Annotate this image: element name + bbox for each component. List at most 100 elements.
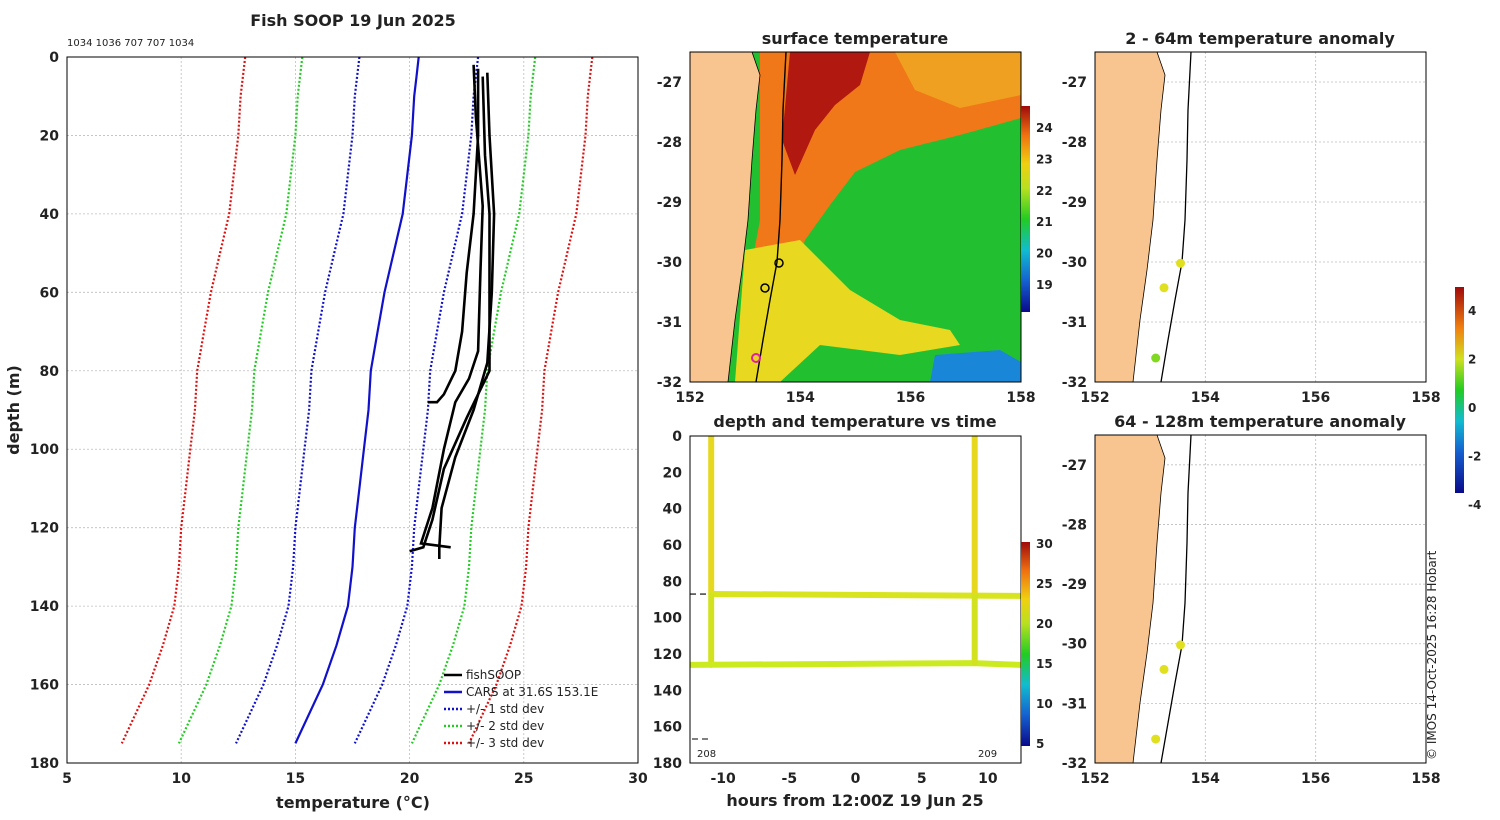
anomaly-2-64m-panel: 2 - 64m temperature anomaly 152 154 156 158… — [1062, 29, 1441, 406]
anomaly-point — [1159, 283, 1169, 293]
sst-map — [690, 52, 1021, 382]
x-tick-label: 154 — [1191, 390, 1220, 406]
anom1-points — [1151, 258, 1185, 363]
colorbar-tick-label: 25 — [1036, 577, 1053, 591]
y-tick-label: -31 — [1062, 696, 1087, 712]
profile-ylabel: depth (m) — [4, 365, 23, 455]
y-tick-label: 40 — [663, 502, 683, 518]
sst-current-position-marker — [751, 353, 761, 363]
y-tick-label: 180 — [30, 756, 59, 772]
anom1-shelf-contour — [1160, 52, 1192, 382]
y-tick-label: -28 — [657, 135, 682, 151]
x-tick-label: 152 — [1080, 390, 1109, 406]
y-tick-label: 60 — [663, 538, 683, 554]
anomaly-point — [1159, 664, 1169, 674]
legend-cars: CARS at 31.6S 153.1E — [466, 685, 598, 699]
colorbar-tick-label: 23 — [1036, 152, 1053, 166]
colorbar-tick-label: 19 — [1036, 278, 1053, 292]
sst-coastline — [727, 52, 761, 382]
y-tick-label: 140 — [653, 683, 682, 699]
y-tick-label: -28 — [1062, 517, 1087, 533]
profile-y-ticks: 0 20 40 60 80 100 120 140 160 180 — [30, 50, 59, 772]
temperature-track — [690, 660, 1021, 668]
colorbar-tick-label: -4 — [1468, 498, 1481, 512]
anomaly-point — [1176, 640, 1185, 650]
time-xlabel: hours from 12:00Z 19 Jun 25 — [726, 791, 983, 810]
sst-title: surface temperature — [762, 29, 949, 48]
day-label-209: 209 — [978, 749, 997, 760]
y-tick-label: 80 — [40, 364, 60, 380]
y-tick-label: -30 — [657, 255, 683, 271]
x-tick-label: 0 — [851, 771, 861, 787]
legend-std1: +/- 1 std dev — [466, 702, 544, 716]
sst-colorbar-ticks: 24 23 22 21 20 19 — [1036, 121, 1053, 292]
anom1-map — [1095, 52, 1192, 382]
sst-colorbar — [1021, 106, 1030, 312]
profile-legend: fishSOOP CARS at 31.6S 153.1E +/- 1 std … — [444, 668, 598, 750]
sst-yellow-patch — [735, 240, 960, 382]
anom2-title: 64 - 128m temperature anomaly — [1114, 412, 1406, 431]
y-tick-label: 160 — [653, 720, 682, 736]
x-tick-label: 154 — [1191, 771, 1220, 787]
y-tick-label: 120 — [30, 521, 59, 537]
y-tick-label: 100 — [653, 611, 682, 627]
x-tick-label: 5 — [62, 771, 72, 787]
colorbar-tick-label: 30 — [1036, 537, 1053, 551]
anom2-points — [1151, 640, 1185, 744]
anomaly-colorbar — [1455, 287, 1464, 493]
time-frame — [689, 435, 1022, 764]
anom1-frame — [1094, 51, 1427, 383]
x-tick-label: -10 — [710, 771, 736, 787]
anomaly-point — [1151, 353, 1161, 363]
fish-profile-line — [419, 64, 485, 549]
x-tick-label: 158 — [1411, 390, 1440, 406]
anom2-ticks: 152 154 156 158 -27 -28 -29 -30 -31 -32 — [1062, 458, 1441, 787]
y-tick-label: 180 — [653, 756, 682, 772]
anomaly-colorbar-ticks: 4 2 0 -2 -4 — [1468, 304, 1481, 512]
y-tick-label: -32 — [657, 375, 682, 391]
y-tick-label: -27 — [1062, 75, 1087, 91]
y-tick-label: -28 — [1062, 135, 1087, 151]
x-tick-label: 156 — [896, 390, 925, 406]
x-tick-label: 156 — [1301, 771, 1330, 787]
anomaly-point — [1176, 258, 1185, 268]
legend-std2: +/- 2 std dev — [466, 719, 544, 733]
y-tick-label: 120 — [653, 647, 682, 663]
std-dev-line — [353, 57, 480, 744]
y-tick-label: -29 — [657, 195, 682, 211]
profile-xlabel: temperature (°C) — [276, 793, 430, 812]
std-dev-line — [235, 57, 361, 744]
surface-temperature-panel: surface temperature 152 154 156 158 -27 -28 -2… — [657, 29, 1053, 406]
sst-station-marker — [760, 283, 770, 293]
anom2-frame — [1094, 434, 1427, 764]
time-title: depth and temperature vs time — [713, 412, 996, 431]
colorbar-tick-label: 21 — [1036, 215, 1053, 229]
legend-std3: +/- 3 std dev — [466, 736, 544, 750]
x-tick-label: 158 — [1006, 390, 1035, 406]
anomaly-64-128m-panel: 64 - 128m temperature anomaly 152 154 156 1… — [1062, 412, 1441, 787]
sst-shelf-contour — [755, 52, 787, 382]
profile-subtitle: 1034 1036 707 707 1034 — [67, 38, 194, 49]
colorbar-tick-label: 2 — [1468, 353, 1476, 367]
y-tick-label: 0 — [672, 429, 682, 445]
std-dev-line — [468, 57, 594, 744]
y-tick-label: 40 — [40, 207, 60, 223]
day-label-208: 208 — [697, 749, 716, 760]
colorbar-tick-label: 15 — [1036, 657, 1053, 671]
std-dev-line — [410, 57, 537, 744]
profile-frame — [66, 56, 639, 764]
y-tick-label: -32 — [1062, 375, 1087, 391]
x-tick-label: 15 — [286, 771, 305, 787]
y-tick-label: 0 — [49, 50, 59, 66]
anomaly-point — [1151, 734, 1161, 744]
anom1-title: 2 - 64m temperature anomaly — [1125, 29, 1395, 48]
y-tick-label: 160 — [30, 678, 59, 694]
colorbar-tick-label: -2 — [1468, 450, 1481, 464]
sst-land — [690, 52, 760, 382]
y-tick-label: 20 — [663, 465, 683, 481]
colorbar-tick-label: 10 — [1036, 697, 1053, 711]
colorbar-tick-label: 24 — [1036, 121, 1053, 135]
x-tick-label: 30 — [628, 771, 648, 787]
